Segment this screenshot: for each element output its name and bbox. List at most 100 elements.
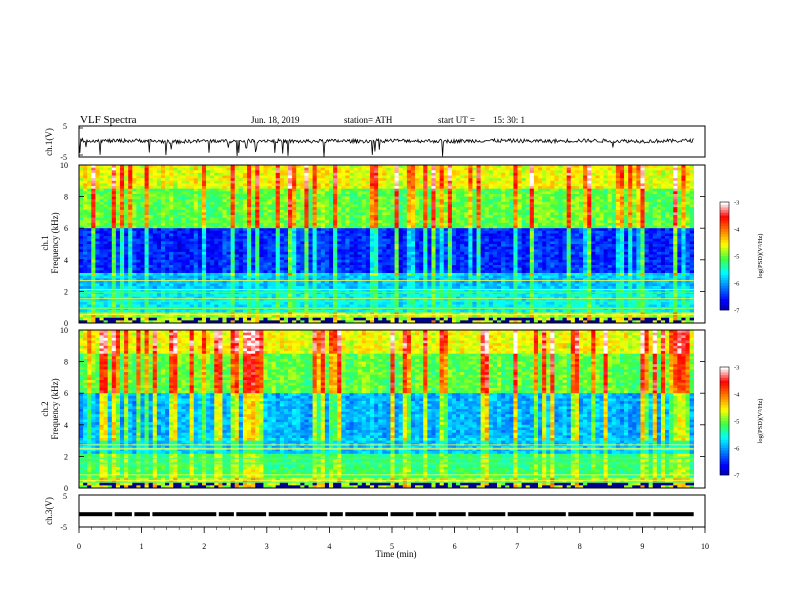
spectrogram-cell [587,191,592,195]
spectrogram-cell [369,178,375,182]
spectrogram-cell [472,233,477,237]
spectrogram-cell [267,196,272,200]
spectrogram-cell [132,201,137,205]
spectrogram-cell [341,220,346,224]
spectrogram-cell [578,178,584,182]
spectrogram-cell [369,241,375,245]
spectrogram-cell [160,186,166,189]
spectrogram-cell [410,188,416,192]
spectrogram-cell [165,209,170,213]
spectrogram-cell [324,199,330,203]
spectrogram-cell [271,175,277,179]
spectrogram-cell [279,220,285,224]
spectrogram-cell [591,196,596,200]
spectrogram-cell [193,180,199,184]
spectrogram-cell [189,188,195,192]
spectrogram-cell [324,230,330,234]
spectrogram-cell [181,209,186,213]
spectrogram-cell [632,180,637,184]
spectrogram-cell [533,204,539,208]
spectrogram-cell [152,175,158,179]
spectrogram-cell [165,215,170,218]
spectrogram-cell [529,238,535,242]
spectrogram-cell [365,207,371,211]
spectrogram-cell [419,228,424,232]
spectrogram-cell [111,228,117,232]
spectrogram-cell [484,199,490,203]
spectrogram-cell [677,246,682,250]
spectrogram-cell [677,178,682,182]
spectrogram-cell [271,167,277,171]
spectrogram-cell [415,167,420,171]
spectrogram-cell [591,246,596,250]
spectrogram-cell [562,204,567,208]
spectrogram-cell [492,191,498,195]
spectrogram-cell [525,207,531,211]
spectrogram-cell [214,196,219,200]
spectrogram-cell [312,238,317,242]
spectrogram-cell [599,196,604,200]
spectrogram-cell [357,201,363,205]
spectrogram-cell [423,180,428,184]
spectrogram-cell [95,180,100,184]
spectrogram-cell [349,175,354,179]
spectrogram-cell [636,207,641,211]
spectrogram-cell [185,172,190,176]
spectrogram-cell [460,225,465,229]
spectrogram-cell [488,196,494,200]
spectrogram-cell [640,186,645,189]
spectrogram-cell [169,196,174,200]
spectrogram-cell [615,215,621,218]
spectrogram-cell [140,228,145,232]
spectrogram-cell [570,246,576,250]
spectrogram-cell [230,220,236,224]
spectrogram-cell [119,244,125,247]
spectrogram-cell [484,207,490,211]
spectrogram-cell [156,236,162,240]
spectrogram-cell [87,233,92,237]
spectrogram-cell [382,249,387,253]
spectrogram-cell [578,215,584,218]
spectrogram-cell [201,175,207,179]
spectrogram-cell [611,236,617,240]
spectrogram-cell [296,191,301,195]
spectrogram-cell [87,238,92,242]
spectrogram-cell [247,217,252,221]
spectrogram-cell [251,178,256,182]
spectrogram-cell [365,236,371,240]
spectrogram-cell [628,238,633,242]
spectrogram-cell [288,170,293,174]
spectrogram-cell [79,165,84,168]
spectrogram-cell [115,201,121,205]
spectrogram-cell [320,236,326,240]
spectrogram-cell [607,186,613,189]
spectrogram-cell [136,193,141,197]
spectrogram-cell [124,230,129,234]
spectrogram-cell [665,207,670,211]
spectrogram-cell [288,196,293,200]
spectrogram-cell [214,186,219,189]
spectrogram-cell [177,183,182,187]
spectrogram-cell [681,228,686,232]
spectrogram-cell [378,178,383,182]
spectrogram-cell [427,241,432,245]
spectrogram-cell [115,249,121,253]
spectrogram-cell [554,207,559,211]
spectrogram-cell [136,167,141,171]
spectrogram-cell [218,188,223,192]
spectrogram-cell [333,244,338,247]
spectrogram-cell [677,238,682,242]
spectrogram-cell [148,172,154,176]
spectrogram-cell [689,207,695,211]
spectrogram-cell [423,207,428,211]
spectrogram-cell [234,207,240,211]
spectrogram-cell [173,212,178,216]
spectrogram-cell [386,230,391,234]
spectrogram-cell [324,193,330,197]
spectrogram-cell [386,178,391,182]
spectrogram-cell [578,172,584,176]
spectrogram-cell [677,201,682,205]
spectrogram-cell [394,244,399,247]
spectrogram-cell [382,220,387,224]
spectrogram-cell [501,178,506,182]
